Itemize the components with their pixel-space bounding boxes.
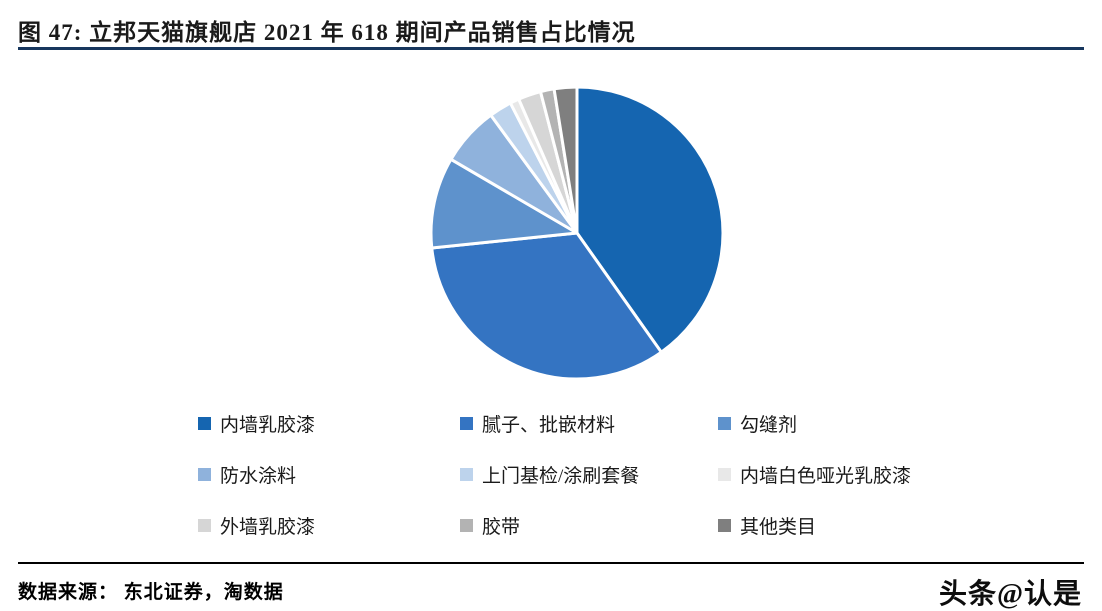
legend-label: 其他类目 (740, 517, 817, 538)
legend-label: 勾缝剂 (740, 415, 798, 436)
legend-label: 外墙乳胶漆 (220, 517, 316, 538)
title-underline (18, 47, 1084, 50)
legend-swatch (718, 519, 731, 532)
legend-swatch (198, 417, 211, 430)
legend-label: 腻子、批嵌材料 (482, 415, 616, 436)
legend-label: 内墙白色哑光乳胶漆 (740, 466, 912, 487)
chart-legend: 内墙乳胶漆 腻子、批嵌材料 勾缝剂防水涂料 上门基检/涂刷套餐 内墙白色哑光乳胶漆外墙乳… (198, 410, 911, 539)
legend-label: 胶带 (482, 517, 521, 538)
legend-item: 腻子、批嵌材料 (460, 410, 718, 437)
legend-label: 内墙乳胶漆 (220, 415, 316, 436)
pie-svg (429, 85, 725, 381)
legend-swatch (460, 417, 473, 430)
pie-slice-8 (552, 85, 579, 235)
legend-item: 外墙乳胶漆 (198, 512, 460, 539)
footer-divider (18, 562, 1084, 564)
legend-swatch (198, 468, 211, 481)
watermark-text: 头条@认是 (938, 579, 1082, 610)
legend-item: 其他类目 (718, 512, 911, 539)
pie-slice-0 (575, 85, 725, 354)
data-source-text: 数据来源： 东北证券，淘数据 (18, 582, 284, 603)
legend-swatch (718, 417, 731, 430)
pie-slice-1 (430, 231, 663, 381)
legend-swatch (460, 468, 473, 481)
figure-title: 图 47: 立邦天猫旗舰店 2021 年 618 期间产品销售占比情况 (18, 20, 636, 45)
pie-chart (426, 82, 728, 384)
legend-item: 防水涂料 (198, 461, 460, 488)
legend-item: 内墙白色哑光乳胶漆 (718, 461, 911, 488)
legend-swatch (198, 519, 211, 532)
legend-item: 内墙乳胶漆 (198, 410, 460, 437)
legend-item: 胶带 (460, 512, 718, 539)
legend-swatch (718, 468, 731, 481)
legend-label: 上门基检/涂刷套餐 (482, 466, 640, 487)
legend-label: 防水涂料 (220, 466, 297, 487)
pie-slice-2 (429, 157, 579, 250)
legend-swatch (460, 519, 473, 532)
legend-item: 上门基检/涂刷套餐 (460, 461, 718, 488)
legend-item: 勾缝剂 (718, 410, 911, 437)
